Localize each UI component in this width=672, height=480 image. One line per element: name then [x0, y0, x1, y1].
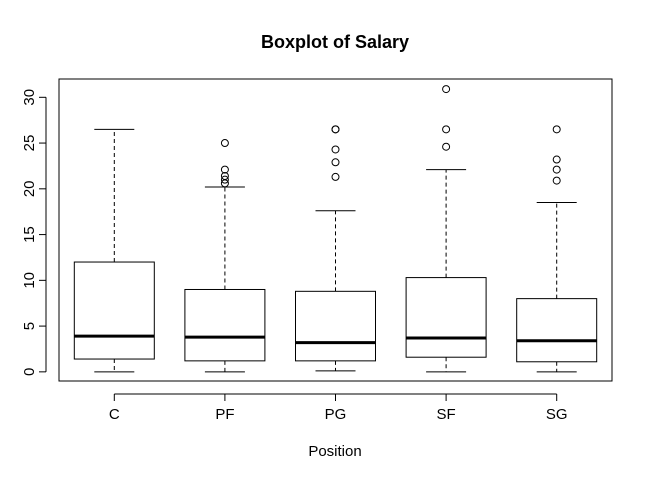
- outlier-point: [220, 172, 229, 181]
- outlier-point: [442, 85, 451, 94]
- y-tick-label: 10: [21, 272, 38, 289]
- x-tick-label-pg: PG: [325, 406, 347, 423]
- x-axis: C PF PG SF SG: [109, 393, 568, 423]
- outlier-point: [331, 158, 340, 167]
- outlier-point: [220, 139, 229, 148]
- box-pg: [295, 125, 376, 372]
- x-tick-label-sg: SG: [546, 406, 568, 423]
- iqr-box: [405, 277, 487, 358]
- outlier-point: [552, 125, 561, 134]
- box-c: [73, 128, 155, 373]
- y-tick-label: 25: [21, 135, 38, 152]
- y-tick-label: 5: [21, 322, 38, 330]
- y-tick-label: 30: [21, 89, 38, 106]
- iqr-box: [184, 288, 266, 362]
- y-tick-label: 15: [21, 226, 38, 243]
- outlier-point: [552, 165, 561, 174]
- chart-title: Boxplot of Salary: [261, 32, 409, 52]
- x-tick-label-c: C: [109, 406, 120, 423]
- box-pf: [184, 139, 266, 373]
- y-tick-label: 20: [21, 180, 38, 197]
- plot-frame: [58, 78, 613, 382]
- outlier-point: [442, 125, 451, 134]
- box-sf: [405, 85, 487, 373]
- x-tick-label-sf: SF: [437, 406, 456, 423]
- outlier-point: [331, 125, 340, 134]
- x-tick-label-pf: PF: [215, 406, 234, 423]
- outlier-point: [331, 172, 340, 181]
- y-axis: 0 5 10 15 20 25 30: [21, 89, 47, 376]
- outlier-point: [552, 155, 561, 164]
- outlier-point: [220, 175, 229, 184]
- iqr-box: [295, 290, 376, 362]
- box-sg: [516, 125, 598, 373]
- outlier-point: [552, 176, 561, 185]
- iqr-box: [73, 261, 155, 360]
- y-tick-label: 0: [21, 368, 38, 376]
- boxes-layer: [73, 85, 598, 373]
- outlier-point: [331, 145, 340, 154]
- outlier-point: [220, 165, 229, 174]
- x-axis-title: Position: [308, 443, 361, 460]
- outlier-point: [442, 142, 451, 151]
- iqr-box: [516, 298, 598, 363]
